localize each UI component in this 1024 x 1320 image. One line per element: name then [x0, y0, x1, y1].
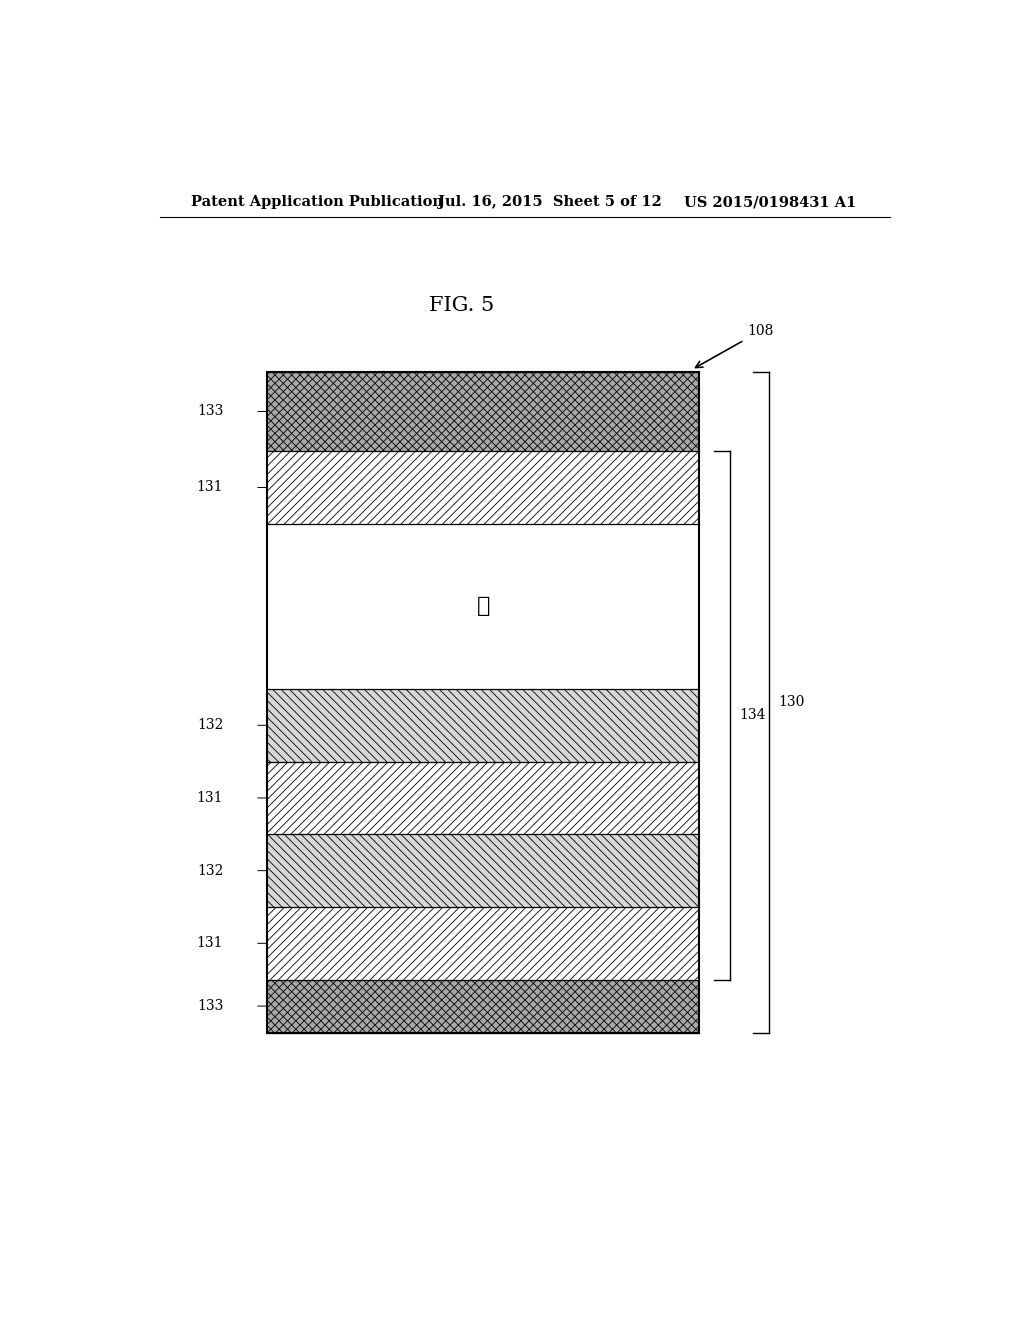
Text: 131: 131	[197, 791, 223, 805]
Bar	[267, 979, 699, 1032]
Bar	[267, 762, 699, 834]
Text: 108: 108	[695, 325, 773, 367]
Bar	[267, 689, 699, 762]
Bar	[267, 907, 699, 979]
Text: Jul. 16, 2015  Sheet 5 of 12: Jul. 16, 2015 Sheet 5 of 12	[437, 195, 662, 209]
Bar	[267, 907, 699, 979]
Bar	[267, 524, 699, 689]
Bar	[267, 834, 699, 907]
Text: 132: 132	[197, 718, 223, 733]
Text: 131: 131	[197, 936, 223, 950]
Bar	[267, 372, 699, 1032]
Bar	[267, 689, 699, 762]
Bar	[267, 451, 699, 524]
Text: 130: 130	[778, 696, 805, 709]
Bar	[267, 979, 699, 1032]
Bar	[267, 372, 699, 451]
Text: FIG. 5: FIG. 5	[429, 296, 494, 315]
Text: 131: 131	[197, 480, 223, 495]
Bar	[267, 451, 699, 524]
Bar	[267, 372, 699, 451]
Bar	[267, 372, 699, 451]
Text: ⋮: ⋮	[476, 595, 489, 618]
Text: 133: 133	[197, 999, 223, 1012]
Bar	[267, 979, 699, 1032]
Text: 132: 132	[197, 863, 223, 878]
Text: US 2015/0198431 A1: US 2015/0198431 A1	[684, 195, 856, 209]
Bar	[267, 762, 699, 834]
Text: Patent Application Publication: Patent Application Publication	[191, 195, 443, 209]
Text: 133: 133	[197, 404, 223, 418]
Bar	[267, 834, 699, 907]
Text: 134: 134	[739, 709, 766, 722]
